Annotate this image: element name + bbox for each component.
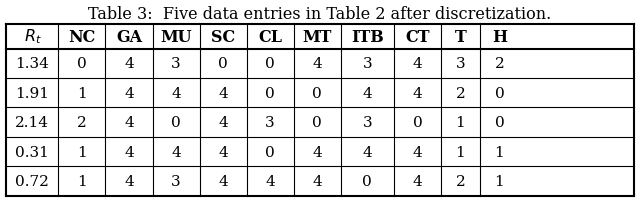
Text: 0: 0 [362, 174, 372, 188]
Text: 4: 4 [218, 116, 228, 130]
Text: 3: 3 [362, 116, 372, 130]
Text: 4: 4 [312, 145, 322, 159]
Text: NC: NC [68, 28, 95, 45]
Text: 0.72: 0.72 [15, 174, 49, 188]
Text: 1: 1 [456, 145, 465, 159]
Text: 4: 4 [218, 174, 228, 188]
Text: MT: MT [303, 28, 332, 45]
Text: 1: 1 [495, 145, 504, 159]
Text: 3: 3 [456, 57, 465, 71]
Text: 3: 3 [172, 57, 181, 71]
Text: GA: GA [116, 28, 142, 45]
Text: 4: 4 [124, 116, 134, 130]
Text: 4: 4 [124, 86, 134, 100]
Text: 0: 0 [413, 116, 422, 130]
Text: 4: 4 [413, 145, 422, 159]
Text: 4: 4 [312, 57, 322, 71]
Text: 4: 4 [171, 86, 181, 100]
Text: 4: 4 [124, 145, 134, 159]
Text: 4: 4 [312, 174, 322, 188]
Text: MU: MU [160, 28, 192, 45]
Text: 0: 0 [265, 145, 275, 159]
Text: 0: 0 [171, 116, 181, 130]
Text: 0: 0 [312, 86, 322, 100]
Text: CL: CL [258, 28, 282, 45]
Text: 4: 4 [265, 174, 275, 188]
Text: 4: 4 [124, 57, 134, 71]
Text: ITB: ITB [351, 28, 384, 45]
Text: Table 3:  Five data entries in Table 2 after discretization.: Table 3: Five data entries in Table 2 af… [88, 6, 552, 23]
Text: 0: 0 [265, 57, 275, 71]
Text: 4: 4 [362, 86, 372, 100]
Text: 1.34: 1.34 [15, 57, 49, 71]
Text: 0: 0 [218, 57, 228, 71]
Text: 3: 3 [266, 116, 275, 130]
Text: 0.31: 0.31 [15, 145, 49, 159]
Text: 2: 2 [77, 116, 87, 130]
Text: SC: SC [211, 28, 236, 45]
Text: 0: 0 [495, 116, 504, 130]
Text: 4: 4 [413, 174, 422, 188]
Text: 4: 4 [124, 174, 134, 188]
Text: 1: 1 [456, 116, 465, 130]
Text: 4: 4 [362, 145, 372, 159]
Text: 4: 4 [413, 57, 422, 71]
Text: 2: 2 [456, 86, 465, 100]
Text: 4: 4 [413, 86, 422, 100]
Text: 0: 0 [495, 86, 504, 100]
Text: $R_t$: $R_t$ [24, 28, 42, 46]
Text: 1: 1 [77, 86, 87, 100]
Text: CT: CT [405, 28, 430, 45]
Text: 1: 1 [77, 145, 87, 159]
Text: 0: 0 [77, 57, 87, 71]
Text: 4: 4 [218, 145, 228, 159]
Text: H: H [492, 28, 507, 45]
Text: 1.91: 1.91 [15, 86, 49, 100]
Text: 4: 4 [218, 86, 228, 100]
Text: T: T [454, 28, 467, 45]
Text: 1: 1 [495, 174, 504, 188]
Text: 3: 3 [362, 57, 372, 71]
Text: 3: 3 [172, 174, 181, 188]
Text: 2: 2 [456, 174, 465, 188]
Text: 2: 2 [495, 57, 504, 71]
Text: 0: 0 [265, 86, 275, 100]
Text: 4: 4 [171, 145, 181, 159]
Text: 1: 1 [77, 174, 87, 188]
Text: 2.14: 2.14 [15, 116, 49, 130]
Text: 0: 0 [312, 116, 322, 130]
